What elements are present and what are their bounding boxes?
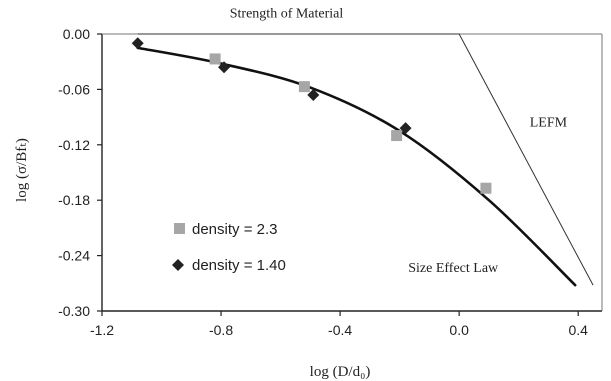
annotation-size-effect-law: Size Effect Law [408,261,499,276]
y-axis-title: log (σ/Bfₜ) [14,138,30,202]
x-tick-label: -1.2 [90,322,114,338]
legend-label-density-1-40: density = 1.40 [192,257,286,274]
x-tick-label: 0.0 [449,322,469,338]
legend-marker-square [174,223,185,234]
data-point-diamond [218,61,231,74]
x-tick-label: 0.4 [568,322,588,338]
lefm-line [458,33,594,286]
data-point-diamond [399,122,412,135]
legend-label-density-2-3: density = 2.3 [192,221,277,238]
markers-layer [131,37,492,194]
y-tick-label: -0.18 [58,192,90,208]
y-tick-label: -0.24 [58,248,90,264]
legend-marker-diamond [172,259,184,271]
x-axis-title: log (D/d₀) [310,364,371,380]
data-point-square [298,81,310,93]
data-point-diamond [307,88,320,101]
y-tick-label: -0.12 [58,137,90,153]
data-point-square [209,53,221,65]
ticks-layer: -1.2 -0.8 -0.4 0.0 0.4 0.00 -0.06 -0.12 -0.18 -0.… [58,26,588,338]
legend: density = 2.3 density = 1.40 [172,221,286,274]
annotation-strength-of-material: Strength of Material [230,6,344,21]
data-point-square [391,130,403,142]
x-tick-label: -0.4 [328,322,352,338]
y-tick-label: -0.06 [58,81,90,97]
annotation-lefm: LEFM [530,115,568,130]
y-tick-label: 0.00 [63,26,90,42]
y-tick-label: -0.30 [58,303,90,319]
data-point-square [480,182,492,194]
data-point-diamond [131,37,144,50]
annotations-layer: Strength of Material LEFM Size Effect Law [230,6,568,276]
x-tick-label: -0.8 [209,322,233,338]
